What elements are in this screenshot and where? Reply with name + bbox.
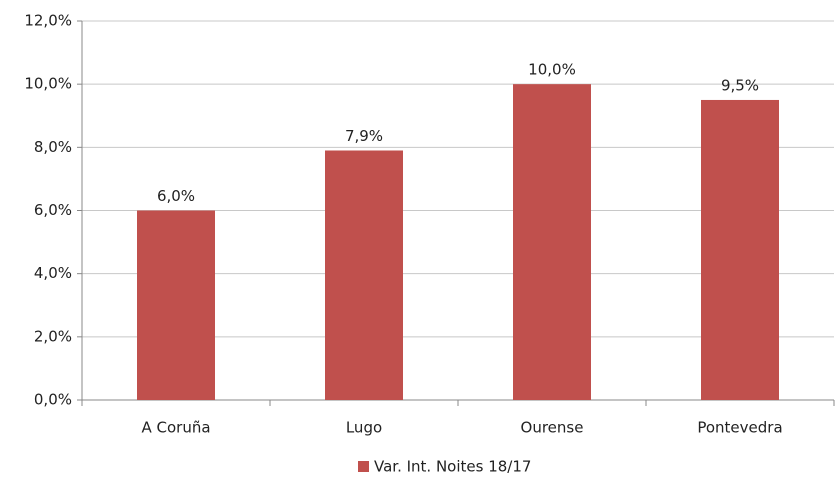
legend-label: Var. Int. Noites 18/17 [374, 458, 531, 476]
x-tick-label: Ourense [521, 419, 584, 437]
value-label: 7,9% [345, 127, 383, 145]
y-tick-label: 6,0% [34, 201, 72, 219]
value-label: 10,0% [528, 61, 576, 79]
y-tick-label: 12,0% [24, 12, 72, 30]
y-tick-label: 8,0% [34, 138, 72, 156]
value-label: 6,0% [157, 187, 195, 205]
legend-swatch [358, 461, 369, 472]
bar [701, 99, 779, 400]
y-tick-label: 10,0% [24, 75, 72, 93]
bar [137, 210, 215, 400]
y-tick-label: 2,0% [34, 327, 72, 345]
x-tick-label: Lugo [346, 419, 382, 437]
x-tick-label: A Coruña [141, 419, 210, 437]
value-label: 9,5% [721, 76, 759, 94]
bar [325, 150, 403, 400]
y-tick-label: 4,0% [34, 264, 72, 282]
y-tick-label: 0,0% [34, 391, 72, 409]
x-tick-label: Pontevedra [697, 419, 782, 437]
bar [513, 84, 591, 401]
